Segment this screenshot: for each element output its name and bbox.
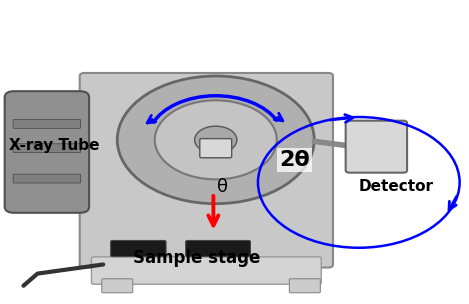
FancyBboxPatch shape [13,144,81,153]
FancyBboxPatch shape [5,91,89,213]
Circle shape [155,100,277,179]
FancyBboxPatch shape [13,174,81,183]
Text: Detector: Detector [359,179,434,195]
FancyBboxPatch shape [200,139,232,158]
FancyBboxPatch shape [289,279,320,293]
FancyBboxPatch shape [80,73,333,268]
FancyBboxPatch shape [186,240,250,257]
FancyBboxPatch shape [13,119,81,128]
FancyBboxPatch shape [91,257,321,284]
Text: X-ray Tube: X-ray Tube [9,138,100,154]
Text: Sample stage: Sample stage [133,249,261,268]
FancyBboxPatch shape [346,121,407,173]
FancyBboxPatch shape [111,240,166,257]
Circle shape [195,126,237,154]
FancyBboxPatch shape [102,279,133,293]
Text: θ: θ [217,178,227,196]
Circle shape [117,76,314,204]
Text: 2θ: 2θ [279,150,310,170]
